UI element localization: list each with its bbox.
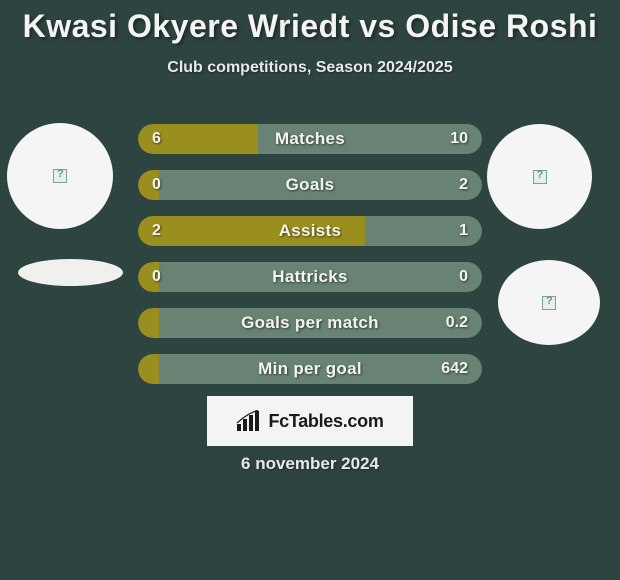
brand-bars-icon bbox=[236, 410, 262, 432]
player-left-avatar bbox=[7, 123, 113, 229]
date-label: 6 november 2024 bbox=[0, 454, 620, 474]
brand-text: FcTables.com bbox=[268, 411, 383, 432]
image-placeholder-icon bbox=[53, 169, 67, 183]
stat-label: Min per goal bbox=[138, 354, 482, 384]
image-placeholder-icon bbox=[533, 170, 547, 184]
stat-label: Assists bbox=[138, 216, 482, 246]
stat-row: 02Goals bbox=[138, 170, 482, 200]
page-title: Kwasi Okyere Wriedt vs Odise Roshi bbox=[0, 0, 620, 45]
player-left-shadow-ellipse bbox=[18, 259, 123, 286]
brand-box: FcTables.com bbox=[207, 396, 413, 446]
stat-label: Goals per match bbox=[138, 308, 482, 338]
stats-panel: 610Matches 02Goals 21Assists 00Hattricks 0.2… bbox=[138, 124, 482, 400]
stat-row: 00Hattricks bbox=[138, 262, 482, 292]
stat-row: 21Assists bbox=[138, 216, 482, 246]
player-right-avatar bbox=[487, 124, 592, 229]
stat-row: 642Min per goal bbox=[138, 354, 482, 384]
stat-label: Matches bbox=[138, 124, 482, 154]
page-subtitle: Club competitions, Season 2024/2025 bbox=[0, 59, 620, 77]
stat-row: 610Matches bbox=[138, 124, 482, 154]
stat-label: Goals bbox=[138, 170, 482, 200]
stat-row: 0.2Goals per match bbox=[138, 308, 482, 338]
stat-label: Hattricks bbox=[138, 262, 482, 292]
comparison-infographic: Kwasi Okyere Wriedt vs Odise Roshi Club … bbox=[0, 0, 620, 580]
image-placeholder-icon bbox=[542, 296, 556, 310]
player-right-club-avatar bbox=[498, 260, 600, 345]
